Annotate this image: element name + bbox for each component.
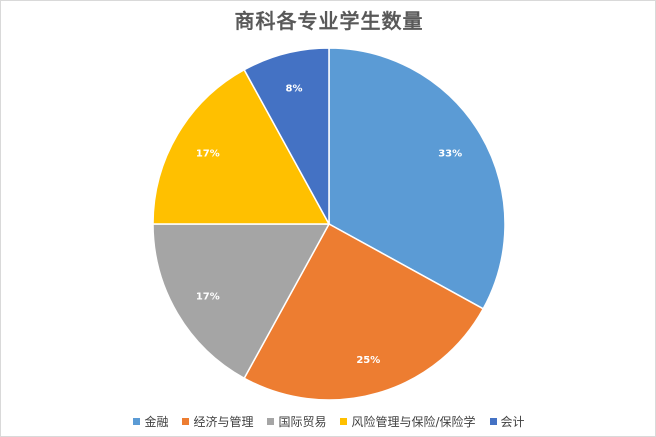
legend-item-3: 国际贸易 [267,413,326,430]
legend: 金融 经济与管理 国际贸易 风险管理与保险/保险学 会计 [1,411,656,431]
legend-label-4: 风险管理与保险/保险学 [351,414,476,429]
legend-item-1: 金融 [133,413,168,430]
chart-title: 商科各专业学生数量 [234,9,424,33]
legend-swatch-1 [133,417,141,425]
pie-slice-2 [243,222,485,401]
legend-swatch-3 [267,417,275,425]
legend-swatch-5 [489,417,497,425]
slice-label-1: 33% [438,148,462,159]
legend-swatch-4 [340,417,348,425]
legend-item-4: 风险管理与保险/保险学 [340,413,476,430]
legend-label-3: 国际贸易 [278,414,327,429]
slice-label-3: 17% [196,292,220,303]
legend-item-2: 经济与管理 [182,413,253,430]
slice-label-2: 25% [356,355,380,366]
pie-slice-1 [328,47,506,310]
legend-label-2: 经济与管理 [193,414,254,429]
legend-item-5: 会计 [489,413,525,430]
slice-label-4: 17% [196,148,220,159]
legend-swatch-2 [182,417,190,425]
slice-label-5: 8% [285,84,302,95]
pie-slice-5 [243,47,330,225]
legend-label-1: 金融 [144,414,169,429]
pie-slice-4 [152,68,331,225]
pie-slice-3 [152,223,331,380]
legend-label-5: 会计 [500,414,525,429]
